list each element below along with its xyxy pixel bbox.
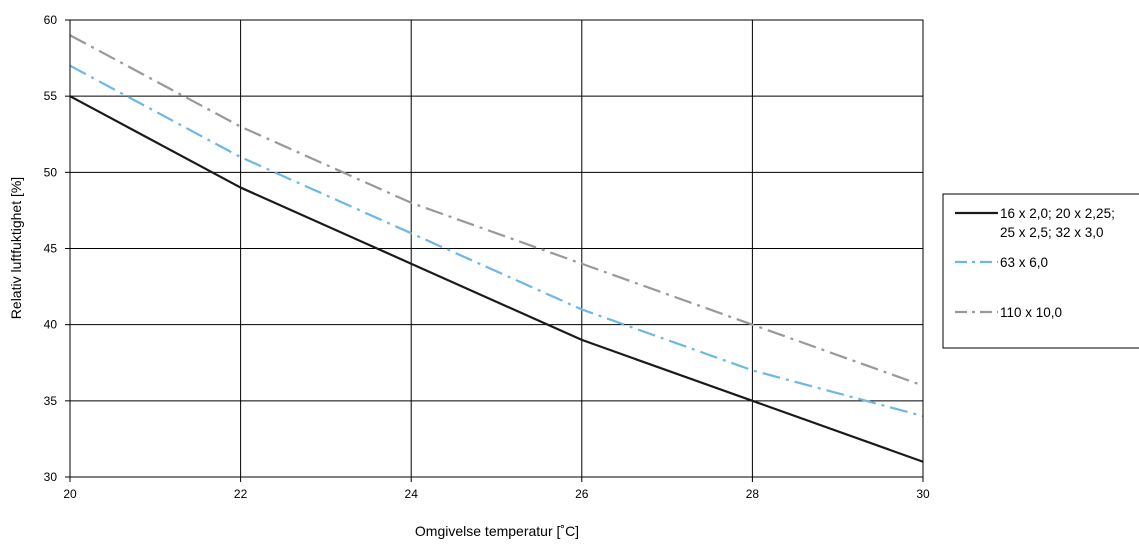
legend-label: 16 x 2,0; 20 x 2,25; (1000, 206, 1115, 221)
x-tick-label: 22 (234, 487, 248, 501)
legend-label: 25 x 2,5; 32 x 3,0 (1000, 225, 1104, 240)
y-tick-label: 55 (44, 89, 58, 103)
legend-label: 110 x 10,0 (1000, 305, 1062, 320)
y-tick-label: 35 (44, 394, 58, 408)
y-tick-label: 50 (44, 165, 58, 179)
y-axis-label: Relativ luftfuktighet [%] (8, 177, 24, 319)
x-tick-label: 26 (575, 487, 589, 501)
y-tick-label: 40 (44, 318, 58, 332)
x-axis-label: Omgivelse temperatur [˚C] (415, 523, 579, 539)
x-tick-label: 24 (405, 487, 419, 501)
x-tick-label: 20 (63, 487, 77, 501)
x-tick-label: 28 (746, 487, 760, 501)
y-tick-label: 30 (44, 470, 58, 484)
legend-label: 63 x 6,0 (1000, 255, 1048, 270)
y-tick-label: 45 (44, 242, 58, 256)
y-tick-label: 60 (44, 13, 58, 27)
x-tick-label: 30 (916, 487, 930, 501)
legend: 16 x 2,0; 20 x 2,25; 25 x 2,5; 32 x 3,0 63… (943, 194, 1139, 348)
